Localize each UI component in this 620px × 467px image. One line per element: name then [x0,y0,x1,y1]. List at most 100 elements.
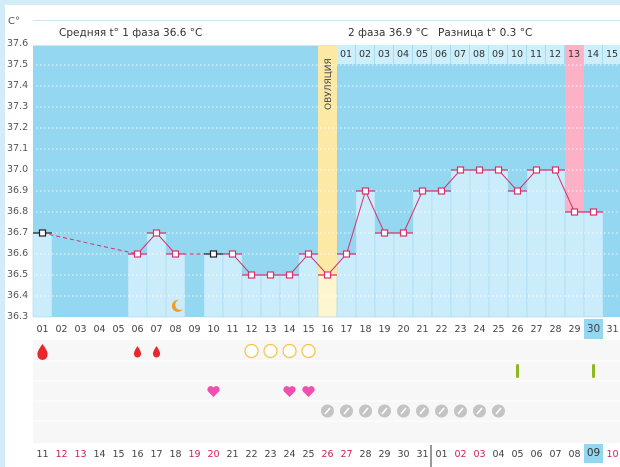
temperature-bar [203,253,224,318]
temperature-bar [450,169,471,318]
temperature-bar [469,169,490,318]
calendar-date-label: 12 [55,449,68,460]
calendar-date-label: 02 [454,449,467,460]
cycle-day-label: 13 [264,324,277,335]
phase1-average: Средняя t° 1 фаза 36.6 °C [59,27,203,39]
temperature-point [285,271,294,279]
temperature-point [380,229,389,237]
calendar-date-label: 28 [359,449,372,460]
calendar-date-label: 24 [283,449,296,460]
temperature-bar [564,211,585,318]
cycle-day-label: 06 [131,324,144,335]
temperature-point [418,187,427,195]
calendar-date-label: 07 [549,449,562,460]
calendar-date-label: 09 [584,444,603,463]
cycle-day-label: 08 [169,324,182,335]
calendar-date-label: 27 [340,449,353,460]
temperature-bar [222,253,243,318]
phase2-day-label: 04 [394,45,413,64]
ovulation-column [318,20,337,275]
calendar-date-label: 08 [568,449,581,460]
temperature-point [304,250,313,258]
moon-icon [171,299,183,312]
temperature-point [152,229,161,237]
temperature-point [342,250,351,258]
y-tick-label: 36.9 [7,185,29,196]
unit-label: C° [8,16,20,27]
temperature-line [346,190,366,255]
calendar-date-label: 18 [169,449,182,460]
cycle-day-label: 31 [606,324,619,335]
phase2-day-label: 02 [356,45,375,64]
y-tick-label: 36.7 [7,227,29,238]
y-tick-label: 37.0 [7,164,29,175]
pill-icon-stripe [476,407,483,415]
temperature-point [475,166,484,174]
cycle-day-label: 22 [435,324,448,335]
cycle-day-label: 14 [283,324,296,335]
calendar-date-label: 05 [511,449,524,460]
temperature-point [228,250,237,258]
temperature-point [38,229,47,237]
calendar-date-label: 10 [606,449,619,460]
pill-icon-stripe [381,407,388,415]
phase2-day-label: 11 [527,45,546,64]
test-strip-icon [592,364,595,378]
mucus-circle-icon [282,343,297,359]
cycle-day-label: 07 [150,324,163,335]
temperature-point [361,187,370,195]
temperature-point [456,166,465,174]
calendar-date-label: 13 [74,449,87,460]
cycle-day-label: 12 [245,324,258,335]
y-tick-label: 37.3 [7,101,29,112]
temperature-line [365,190,385,234]
calendar-date-label: 03 [473,449,486,460]
highlight-column [565,45,584,212]
cycle-day-label: 05 [112,324,125,335]
phase2-day-label: 05 [413,45,432,64]
calendar-date-label: 11 [36,449,49,460]
y-tick-label: 37.2 [7,122,29,133]
y-tick-label: 36.8 [7,206,29,217]
temperature-point [266,271,275,279]
calendar-date-label: 19 [188,449,201,460]
temperature-point [513,187,522,195]
calendar-date-label: 20 [207,449,220,460]
temperature-point [589,208,598,216]
temperature-bar [298,253,319,318]
cycle-day-label: 16 [321,324,334,335]
temperature-difference: Разница t° 0.3 °C [438,27,533,39]
cycle-day-label: 20 [397,324,410,335]
cycle-day-label: 27 [530,324,543,335]
temperature-point [570,208,579,216]
cycle-day-label: 24 [473,324,486,335]
phase2-day-label: 09 [489,45,508,64]
heart-icon [302,386,315,397]
temperature-point [532,166,541,174]
y-tick-label: 37.5 [7,59,29,70]
pill-icon-stripe [495,407,502,415]
phase2-day-label: 10 [508,45,527,64]
bleeding-heavy-icon [37,344,48,360]
test-strip-icon [516,364,519,378]
temperature-point [209,250,218,258]
phase2-day-label: 14 [584,45,603,64]
y-tick-label: 36.5 [7,269,29,280]
cycle-day-label: 11 [226,324,239,335]
temperature-point [247,271,256,279]
mucus-circle-icon [244,343,259,359]
calendar-date-label: 14 [93,449,106,460]
calendar-date-label: 25 [302,449,315,460]
cycle-day-label: 18 [359,324,372,335]
temperature-point [399,229,408,237]
pill-icon-stripe [324,407,331,415]
mucus-circle-icon [263,343,278,359]
ovulation-label: ОВУЛЯЦИЯ [324,58,334,110]
calendar-date-label: 16 [131,449,144,460]
y-tick-label: 36.4 [7,290,29,301]
calendar-date-label: 04 [492,449,505,460]
calendar-date-label: 29 [378,449,391,460]
temperature-bar [545,169,566,318]
calendar-date-label: 23 [264,449,277,460]
